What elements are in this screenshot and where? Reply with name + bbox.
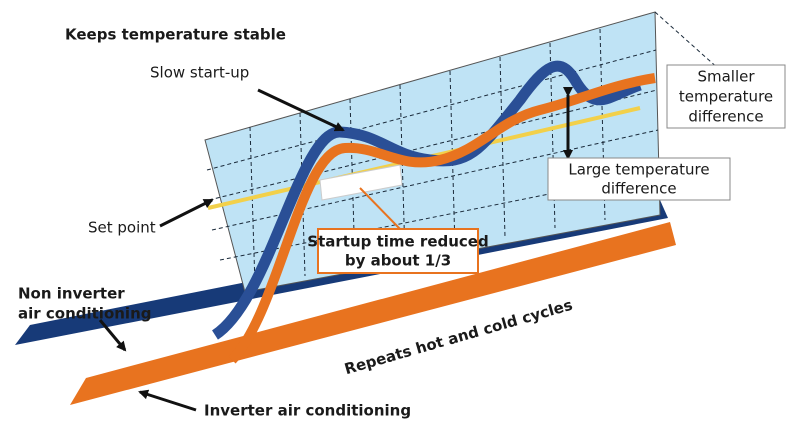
arrow — [159, 198, 214, 228]
box-text: difference — [688, 108, 763, 126]
label: Slow start-up — [150, 64, 249, 82]
grid-panel — [204, 11, 661, 293]
system-label: air conditioning — [18, 305, 152, 323]
box-text: Smaller — [697, 68, 755, 86]
startup-marker — [319, 164, 403, 201]
box-text: Large temperature — [568, 161, 709, 179]
startup-box — [317, 228, 479, 274]
smaller-difference-box — [666, 64, 786, 129]
box-text: temperature — [679, 88, 773, 106]
box-text: difference — [601, 180, 676, 198]
arrow — [138, 389, 197, 412]
title: Keeps temperature stable — [65, 26, 286, 44]
box-text: by about 1/3 — [345, 252, 451, 270]
arrow — [257, 88, 345, 132]
arrow — [98, 319, 127, 352]
connector — [359, 187, 401, 230]
large-difference-box — [547, 157, 731, 201]
box-text: Startup time reduced — [307, 233, 488, 251]
system-label: Non inverter — [18, 285, 125, 303]
label: Set point — [88, 219, 156, 237]
system-label: Inverter air conditioning — [204, 402, 411, 420]
inverter-stripe — [70, 222, 676, 405]
